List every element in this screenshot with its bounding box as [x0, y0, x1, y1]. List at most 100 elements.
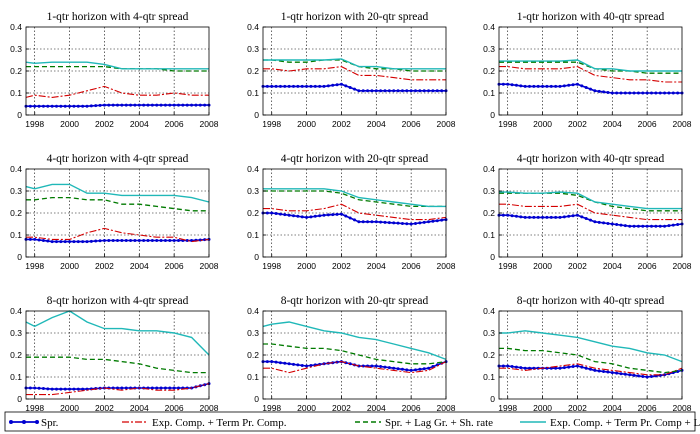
y-tick-label: 0	[254, 110, 259, 120]
series-line-4	[263, 188, 446, 208]
series-marker	[203, 103, 207, 107]
series-marker	[270, 84, 274, 88]
series-marker	[422, 367, 426, 371]
series-marker	[172, 239, 176, 242]
series-marker	[671, 91, 675, 95]
series-marker	[155, 239, 159, 242]
x-tick-label: 2006	[638, 119, 657, 129]
series-marker	[602, 90, 606, 94]
series-marker	[418, 221, 422, 225]
legend-label-3: Spr. + Lag Gr. + Sh. rate	[385, 417, 493, 429]
y-tick-label: 0.2	[247, 208, 259, 218]
series-marker	[63, 104, 67, 108]
series-marker	[107, 103, 111, 107]
series-marker	[396, 89, 400, 93]
series-marker	[309, 84, 313, 88]
series-marker	[85, 104, 89, 108]
x-tick-label: 2008	[200, 261, 219, 271]
series-marker	[645, 375, 649, 379]
series-marker	[94, 239, 98, 243]
panel-title: 8-qtr horizon with 40-qtr spread	[517, 295, 665, 307]
series-marker	[335, 212, 339, 216]
x-tick-label: 2008	[437, 403, 456, 413]
series-marker	[278, 84, 282, 88]
series-marker	[194, 103, 198, 107]
series-marker	[528, 84, 531, 88]
series-marker	[163, 386, 167, 390]
series-marker	[292, 84, 295, 88]
series-marker	[146, 239, 150, 242]
series-marker	[287, 213, 291, 217]
series-marker	[606, 90, 610, 94]
y-tick-label: 0	[490, 394, 495, 404]
series-marker	[514, 365, 518, 369]
series-marker	[361, 220, 365, 224]
series-marker	[589, 87, 592, 91]
x-tick-label: 2000	[297, 261, 316, 271]
series-marker	[172, 103, 176, 107]
y-tick-label: 0.3	[483, 44, 495, 54]
y-tick-label: 0.3	[10, 328, 22, 338]
series-marker	[133, 239, 137, 242]
x-tick-label: 2002	[95, 261, 114, 271]
x-tick-label: 2004	[367, 119, 386, 129]
series-marker	[76, 104, 80, 108]
series-marker	[567, 365, 571, 369]
series-marker	[602, 370, 606, 373]
series-marker	[554, 84, 558, 88]
series-marker	[129, 239, 133, 242]
x-tick-label: 2008	[673, 261, 692, 271]
panel-6: 4-qtr horizon with 40-qtr spread 0 0.1 0.2 0…	[483, 153, 692, 271]
x-tick-label: 2000	[60, 403, 79, 413]
series-marker	[628, 224, 632, 228]
series-marker	[296, 84, 300, 88]
series-marker	[159, 386, 163, 390]
series-marker	[270, 211, 274, 215]
series-marker	[523, 84, 527, 88]
series-marker	[50, 387, 54, 391]
x-tick-label: 2004	[367, 261, 386, 271]
series-marker	[116, 103, 119, 107]
y-tick-label: 0.3	[10, 44, 22, 54]
series-marker	[658, 91, 662, 95]
x-tick-label: 2008	[200, 119, 219, 129]
series-marker	[300, 363, 304, 367]
y-tick-label: 0	[490, 110, 495, 120]
series-line-4	[25, 310, 210, 356]
series-marker	[567, 83, 571, 87]
series-marker	[168, 103, 172, 107]
series-marker	[190, 103, 194, 107]
series-marker	[46, 387, 50, 391]
series-marker	[300, 215, 304, 219]
series-marker	[414, 221, 417, 225]
series-marker	[396, 221, 400, 225]
y-tick-label: 0.2	[10, 350, 22, 360]
series-marker	[374, 220, 378, 224]
series-marker	[440, 218, 444, 222]
series-marker	[159, 239, 163, 242]
series-marker	[198, 103, 202, 107]
series-marker	[335, 83, 339, 87]
series-marker	[76, 240, 80, 244]
series-marker	[532, 215, 536, 219]
y-tick-label: 0	[254, 394, 259, 404]
series-marker	[409, 222, 413, 226]
series-marker	[671, 223, 675, 227]
y-tick-label: 0.1	[247, 372, 259, 382]
series-marker	[142, 239, 146, 242]
y-tick-label: 0.3	[483, 328, 495, 338]
x-tick-label: 1998	[498, 261, 517, 271]
series-marker	[650, 224, 653, 228]
series-marker	[636, 224, 640, 228]
series-marker	[370, 89, 374, 93]
series-marker	[124, 239, 128, 242]
series-marker	[41, 104, 45, 108]
panel-3: 1-qtr horizon with 40-qtr spread 0 0.1 0.2 0…	[483, 11, 692, 129]
series-marker	[339, 212, 343, 216]
y-tick-label: 0.2	[10, 208, 22, 218]
series-marker	[575, 364, 579, 368]
series-marker	[163, 239, 167, 242]
series-marker	[580, 365, 584, 369]
y-tick-label: 0.1	[10, 230, 22, 240]
